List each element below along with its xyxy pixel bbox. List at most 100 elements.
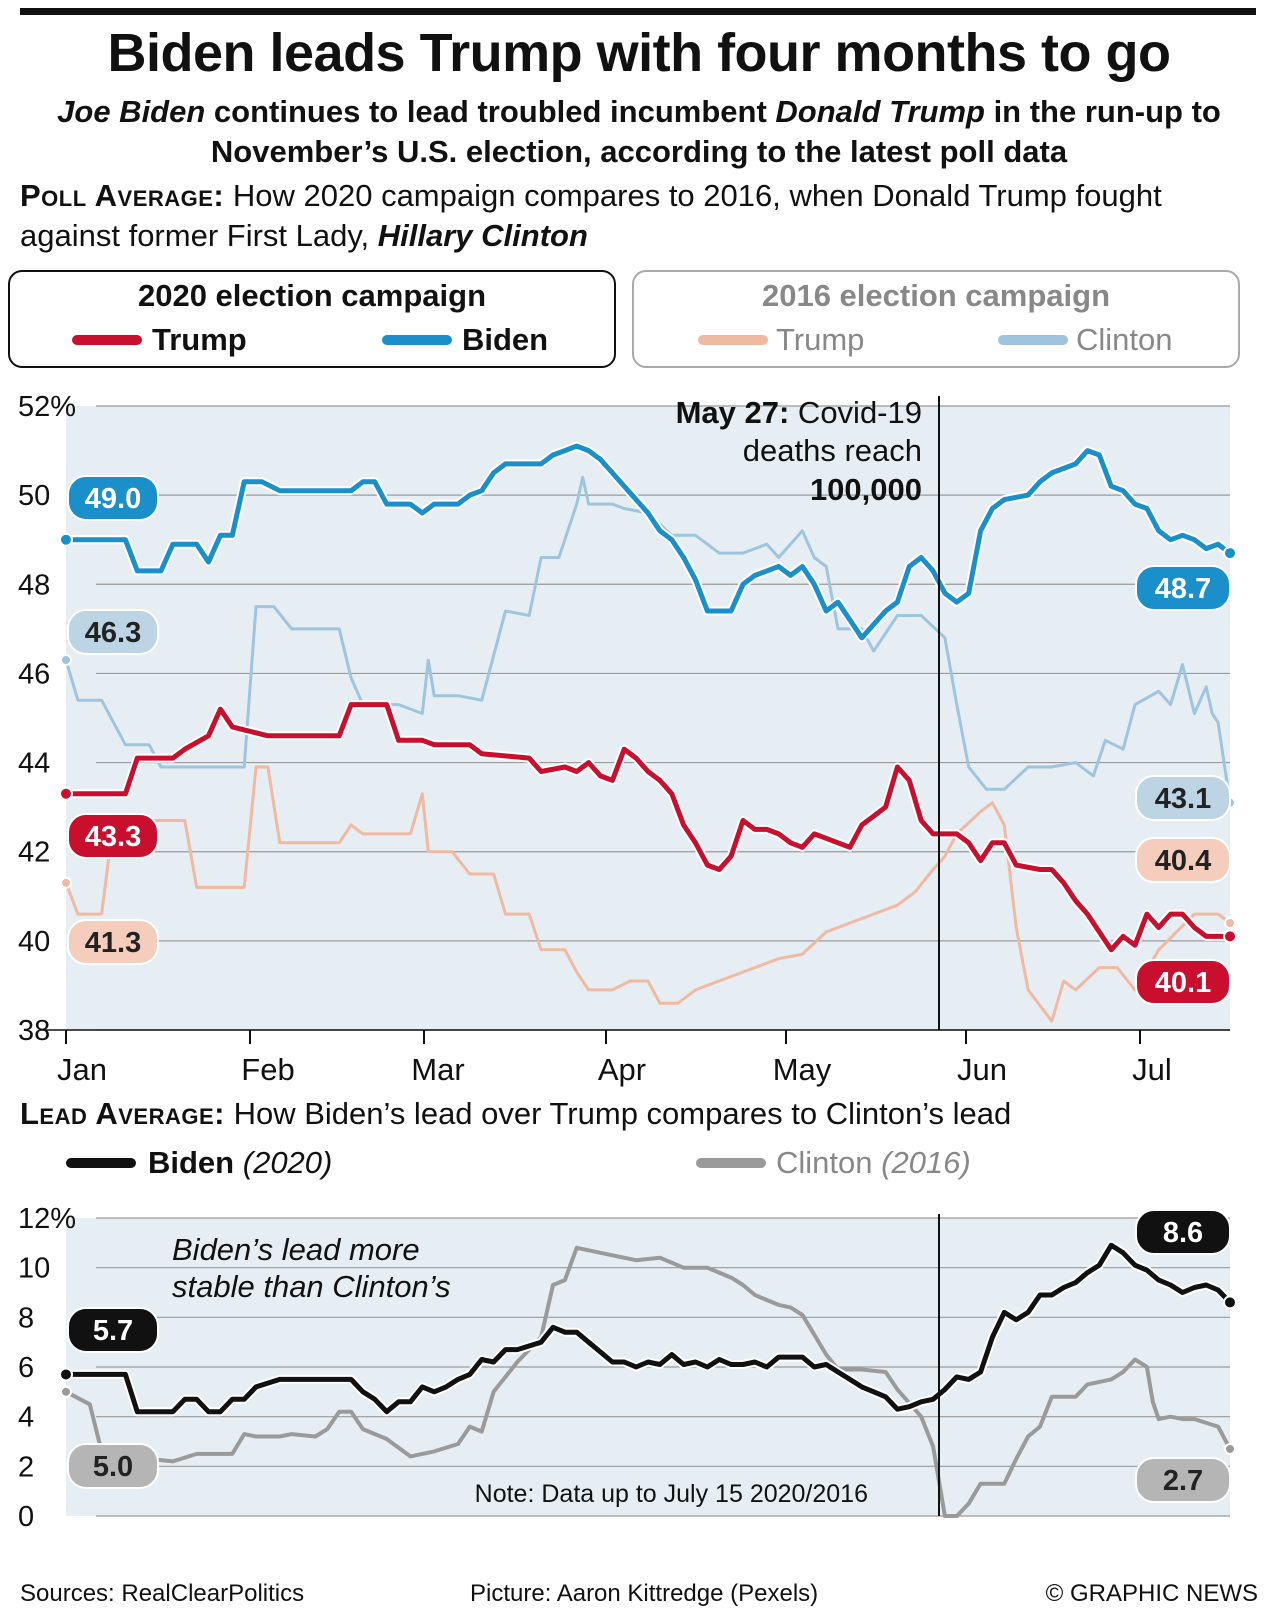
covid-annotation-line2: deaths reach bbox=[743, 433, 922, 468]
y-tick-label: 12% bbox=[18, 1203, 76, 1235]
month-label: Jun bbox=[957, 1052, 1007, 1087]
tag-biden-lead-end-text: 8.6 bbox=[1163, 1217, 1203, 1249]
y-tick-label: 44 bbox=[18, 748, 50, 780]
legend-trump-2016-label: Trump bbox=[776, 322, 865, 357]
tag-trump-2020-start: 43.3 bbox=[67, 813, 159, 859]
month-label: Feb bbox=[241, 1052, 294, 1087]
tag-trump-2016-start-text: 41.3 bbox=[85, 927, 141, 959]
trump_2020-line bbox=[66, 702, 1230, 953]
biden_2020-start-point bbox=[59, 532, 73, 547]
clinton_lead-start-point bbox=[60, 1385, 72, 1398]
lead-section-heading: Lead Average: How Biden’s lead over Trum… bbox=[20, 1094, 1258, 1134]
tag-trump-2020-end-text: 40.1 bbox=[1155, 967, 1211, 999]
covid-annotation-line1: May 27: Covid-19 bbox=[676, 395, 922, 430]
month-label: Jan bbox=[57, 1052, 107, 1087]
month-label: Mar bbox=[411, 1052, 464, 1087]
subtitle-text-2: in the run-up to November’s U.S. electio… bbox=[210, 94, 1221, 169]
lead-note-line1: Biden’s lead more bbox=[172, 1232, 420, 1267]
clinton_lead-end-point bbox=[1224, 1442, 1236, 1455]
tag-biden-2020-end: 48.7 bbox=[1135, 565, 1231, 611]
lead-series bbox=[59, 1240, 1237, 1518]
legend-biden-2020-swatch bbox=[382, 335, 452, 345]
y-tick-label: 46 bbox=[18, 658, 50, 690]
tag-trump-2020-start-box bbox=[67, 813, 159, 859]
trump_2020-end-point bbox=[1223, 929, 1237, 944]
poll-section-text: How 2020 campaign compares to 2016, when… bbox=[20, 178, 1162, 253]
month-label: May bbox=[773, 1052, 832, 1087]
tag-clinton-lead-end: 2.7 bbox=[1135, 1457, 1231, 1503]
clinton_2016-line bbox=[64, 475, 1232, 803]
y-tick-label: 38 bbox=[18, 1015, 50, 1047]
y-tick-label: 2 bbox=[18, 1451, 34, 1483]
tag-clinton-2016-start-box bbox=[67, 609, 159, 655]
legend-biden-lead-swatch bbox=[66, 1158, 136, 1168]
page-subtitle: Joe Biden continues to lead troubled inc… bbox=[40, 92, 1238, 172]
data-note: Note: Data up to July 15 2020/2016 bbox=[475, 1480, 868, 1508]
y-tick-label: 4 bbox=[18, 1402, 34, 1434]
page-title: Biden leads Trump with four months to go bbox=[107, 23, 1171, 83]
legend-biden-lead-label: Biden (2020) bbox=[148, 1145, 332, 1181]
legend-clinton-lead-swatch bbox=[696, 1158, 766, 1168]
tag-clinton-lead-end-text: 2.7 bbox=[1163, 1465, 1203, 1497]
tag-clinton-2016-end-box bbox=[1135, 775, 1231, 821]
legend-clinton-lead-label: Clinton (2016) bbox=[776, 1145, 971, 1181]
y-tick-label: 8 bbox=[18, 1302, 34, 1334]
clinton_2016-start-point bbox=[60, 654, 72, 667]
tag-biden-2020-start-text: 49.0 bbox=[85, 483, 141, 515]
tag-trump-2020-start-text: 43.3 bbox=[85, 821, 141, 853]
top-rule bbox=[20, 8, 1256, 15]
legend-trump-2020-label: Trump bbox=[152, 322, 247, 357]
tag-biden-lead-start-box bbox=[67, 1307, 159, 1353]
tag-clinton-lead-start-box bbox=[67, 1443, 159, 1489]
tag-clinton-lead-start: 5.0 bbox=[67, 1443, 159, 1489]
footer-copyright: © GRAPHIC NEWS bbox=[1045, 1580, 1258, 1607]
tag-trump-2016-start-box bbox=[67, 919, 159, 965]
tag-biden-lead-end-box bbox=[1135, 1209, 1231, 1255]
tag-trump-2016-end: 40.4 bbox=[1135, 837, 1231, 883]
month-label: Apr bbox=[598, 1052, 646, 1087]
legend-biden-2020-label: Biden bbox=[462, 322, 549, 357]
trump_2020-start-point bbox=[59, 786, 73, 801]
y-tick-label: 0 bbox=[18, 1501, 34, 1533]
legend-biden-lead-year: (2020) bbox=[242, 1145, 333, 1180]
trump_2016-end-point bbox=[1224, 917, 1236, 930]
tag-trump-2020-end: 40.1 bbox=[1135, 959, 1231, 1005]
covid-annotation-date: May 27: bbox=[676, 395, 790, 430]
y-tick-label: 50 bbox=[18, 480, 50, 512]
tag-biden-2020-end-box bbox=[1135, 565, 1231, 611]
tag-trump-2016-end-box bbox=[1135, 837, 1231, 883]
tag-clinton-lead-end-box bbox=[1135, 1457, 1231, 1503]
poll-value-tags: 49.0 46.3 43.3 41.3 48.7 43.1 40.4 40.1 bbox=[67, 475, 1231, 1005]
legend-2016: 2016 election campaign Trump Clinton bbox=[632, 270, 1240, 368]
biden_lead-line bbox=[66, 1242, 1232, 1415]
legend-clinton-lead-year: (2016) bbox=[881, 1145, 971, 1180]
biden_2020-line bbox=[66, 443, 1232, 641]
tag-biden-2020-start: 49.0 bbox=[67, 475, 159, 521]
y-tick-label: 52% bbox=[18, 391, 76, 423]
legend-trump-2020-swatch bbox=[72, 335, 142, 345]
clinton_lead-line bbox=[65, 1245, 1232, 1518]
tag-biden-2020-start-box bbox=[67, 475, 159, 521]
legend-2020: 2020 election campaign Trump Biden bbox=[8, 270, 616, 368]
legend-clinton-2016-label: Clinton bbox=[1076, 322, 1173, 357]
footer-sources: Sources: RealClearPolitics bbox=[20, 1580, 305, 1607]
trump_2016-line bbox=[64, 765, 1231, 1023]
poll-section-label: Poll Average: bbox=[20, 178, 225, 213]
biden_lead-end-point bbox=[1223, 1295, 1237, 1310]
poll-series bbox=[59, 441, 1237, 1023]
poll-x-axis: Jan Feb Mar Apr May Jun Jul bbox=[57, 1030, 1172, 1087]
tag-biden-2020-end-text: 48.7 bbox=[1155, 573, 1211, 605]
footer-picture-credit: Picture: Aaron Kittredge (Pexels) bbox=[470, 1580, 819, 1607]
tag-clinton-lead-start-text: 5.0 bbox=[93, 1451, 133, 1483]
tag-biden-lead-end: 8.6 bbox=[1135, 1209, 1231, 1255]
biden_lead-start-point bbox=[59, 1367, 73, 1382]
legend-biden-lead-name: Biden bbox=[148, 1145, 235, 1180]
legend-2016-title: 2016 election campaign bbox=[761, 278, 1111, 313]
lead-note-line2: stable than Clinton’s bbox=[172, 1269, 451, 1304]
legend-2020-title: 2020 election campaign bbox=[137, 278, 487, 313]
month-label: Jul bbox=[1132, 1052, 1172, 1087]
tag-biden-lead-start: 5.7 bbox=[67, 1307, 159, 1353]
lead-section-text: How Biden’s lead over Trump compares to … bbox=[224, 1096, 1012, 1131]
tag-biden-lead-start-text: 5.7 bbox=[93, 1315, 133, 1347]
